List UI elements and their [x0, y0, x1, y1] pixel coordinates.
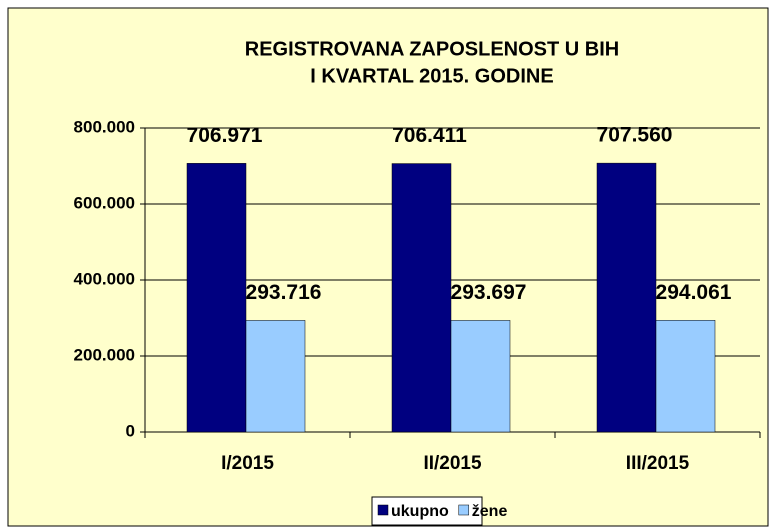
value-label: 294.061 — [656, 281, 732, 304]
bar — [245, 320, 306, 433]
x-tick-label: III/2015 — [626, 453, 690, 474]
bar — [391, 163, 452, 433]
legend-swatch — [377, 504, 389, 516]
chart-title: REGISTROVANA ZAPOSLENOST U BIH — [245, 38, 619, 60]
y-tick-label: 200.000 — [74, 345, 135, 364]
y-tick-label: 0 — [126, 421, 135, 440]
value-label: 707.560 — [597, 124, 673, 147]
value-label: 706.411 — [392, 124, 467, 147]
legend-label: ukupno — [391, 503, 449, 520]
bar — [450, 320, 511, 433]
value-label: 706.971 — [187, 124, 263, 147]
legend-label: žene — [472, 503, 508, 520]
legend-swatch — [458, 504, 470, 516]
value-label: 293.697 — [451, 281, 527, 304]
bar — [596, 162, 657, 433]
y-tick-label: 800.000 — [74, 117, 135, 136]
y-tick-label: 600.000 — [74, 193, 135, 212]
x-tick-label: I/2015 — [221, 453, 274, 474]
bar — [186, 163, 247, 433]
x-tick-label: II/2015 — [423, 453, 482, 474]
chart-title: I KVARTAL 2015. GODINE — [310, 65, 553, 87]
bar — [655, 320, 716, 433]
value-label: 293.716 — [246, 281, 322, 304]
y-tick-label: 400.000 — [74, 269, 135, 288]
